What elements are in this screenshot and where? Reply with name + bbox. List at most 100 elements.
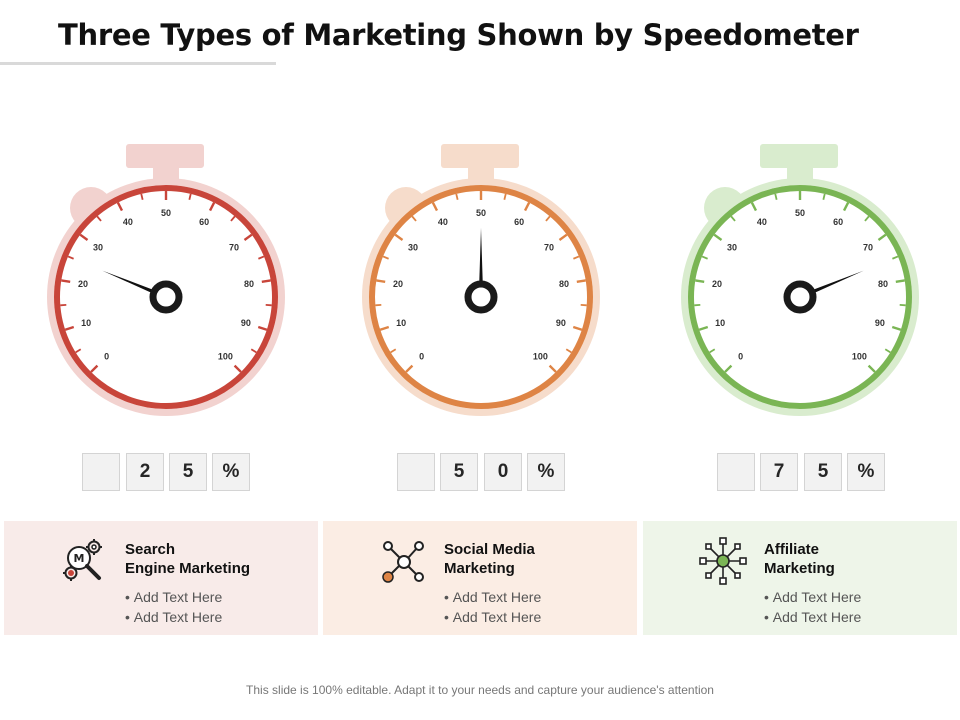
dial-tick — [243, 233, 253, 241]
dial-tick — [233, 364, 242, 373]
speedometer-social-media: 0 10 20 30 40 50 60 70 80 90 100 — [351, 140, 611, 430]
dial-tick-label: 0 — [104, 351, 109, 361]
dial-tick-label: 30 — [727, 243, 737, 253]
dial-tick — [558, 233, 568, 241]
dial-tick — [576, 279, 586, 284]
dial-tick — [867, 364, 876, 373]
bullet-item: Add Text Here — [125, 607, 222, 627]
dial-tick-label: 40 — [123, 217, 133, 227]
dial-tick — [701, 255, 708, 260]
dial-tick — [90, 364, 99, 373]
dial-tick — [709, 348, 716, 354]
dial-tick-label: 20 — [712, 279, 722, 289]
stopwatch-top-button — [126, 144, 204, 168]
dial-tick — [116, 202, 124, 212]
dial-tick — [188, 193, 192, 200]
dial-tick — [774, 193, 778, 200]
dial-tick — [258, 255, 265, 260]
bullet-list: Add Text Here Add Text Here — [125, 587, 222, 627]
dial-tick — [257, 325, 268, 331]
dial-tick — [884, 348, 891, 354]
dial-tick — [864, 215, 870, 222]
dial-tick — [379, 325, 390, 331]
digit-box: 0 — [484, 453, 522, 491]
dial-tick-label: 90 — [875, 318, 885, 328]
dial-tick — [455, 193, 459, 200]
card-search-engine-marketing: M Search Engine Marketing Add Text Here … — [4, 521, 318, 635]
bullet-item: Add Text Here — [444, 607, 541, 627]
dial-hub — [149, 280, 183, 314]
dial-tick-label: 40 — [757, 217, 767, 227]
dial-tick — [895, 279, 905, 284]
dial-tick-label: 80 — [878, 279, 888, 289]
dial-tick-label: 50 — [476, 208, 486, 218]
card-social-media-marketing: Social Media Marketing Add Text Here Add… — [323, 521, 637, 635]
dial-tick-label: 80 — [244, 279, 254, 289]
seo-magnifier-gears-icon: M — [58, 535, 110, 587]
speedometer-affiliate: 0 10 20 30 40 50 60 70 80 90 100 — [670, 140, 930, 430]
dial-tick — [75, 348, 82, 354]
dial-hub — [464, 280, 498, 314]
stopwatch-top-button — [760, 144, 838, 168]
digit-box: 5 — [804, 453, 842, 491]
dial-tick-label: 100 — [218, 351, 233, 361]
digit-box: 5 — [440, 453, 478, 491]
dial-rim — [54, 185, 278, 409]
dial-tick-label: 30 — [408, 243, 418, 253]
dial-tick — [411, 215, 417, 222]
dial-tick — [545, 215, 551, 222]
stopwatch-stem — [468, 166, 494, 180]
dial-needle — [478, 228, 484, 297]
dial-tick — [523, 202, 531, 212]
percent-sign-box: % — [212, 453, 250, 491]
dial-tick-label: 20 — [393, 279, 403, 289]
digit-box — [397, 453, 435, 491]
dial-rim — [688, 185, 912, 409]
card-affiliate-marketing: Affiliate Marketing Add Text Here Add Te… — [643, 521, 957, 635]
dial-tick — [64, 325, 75, 331]
dial-tick-label: 50 — [161, 208, 171, 218]
dial-tick-label: 90 — [556, 318, 566, 328]
bullet-item: Add Text Here — [764, 587, 861, 607]
dial-tick-label: 50 — [795, 208, 805, 218]
dial-tick — [67, 255, 74, 260]
dial-tick — [230, 215, 236, 222]
bullet-item: Add Text Here — [444, 587, 541, 607]
dial-tick — [842, 202, 850, 212]
affiliate-hub-icon — [697, 535, 749, 587]
card-heading: Search Engine Marketing — [125, 541, 251, 577]
title-underline — [0, 62, 276, 65]
speedometer-dial: 0 10 20 30 40 50 60 70 80 90 100 — [681, 144, 919, 416]
dial-tick-label: 0 — [419, 351, 424, 361]
digit-box: 2 — [126, 453, 164, 491]
dial-tick — [698, 325, 709, 331]
dial-tick — [390, 348, 397, 354]
dial-tick — [376, 279, 386, 284]
stopwatch-top-button — [441, 144, 519, 168]
slide-title: Three Types of Marketing Shown by Speedo… — [58, 18, 859, 52]
dial-tick — [573, 255, 580, 260]
percent-sign-box: % — [527, 453, 565, 491]
dial-tick-label: 100 — [533, 351, 548, 361]
stopwatch-stem — [787, 166, 813, 180]
dial-tick — [724, 364, 733, 373]
dial-tick — [503, 193, 507, 200]
dial-tick-label: 0 — [738, 351, 743, 361]
dial-tick — [405, 364, 414, 373]
digit-box — [717, 453, 755, 491]
dial-tick-label: 30 — [93, 243, 103, 253]
speedometer-dial: 0 10 20 30 40 50 60 70 80 90 100 — [362, 144, 600, 416]
dial-tick-label: 70 — [863, 243, 873, 253]
dial-tick-label: 70 — [229, 243, 239, 253]
dial-tick — [713, 233, 723, 241]
digit-box — [82, 453, 120, 491]
dial-tick — [565, 348, 572, 354]
dial-tick — [382, 255, 389, 260]
dial-tick — [877, 233, 887, 241]
dial-tick — [891, 325, 902, 331]
svg-text:M: M — [74, 552, 85, 565]
footer-note: This slide is 100% editable. Adapt it to… — [246, 683, 714, 697]
dial-tick-label: 20 — [78, 279, 88, 289]
dial-tick — [548, 364, 557, 373]
dial-tick — [208, 202, 216, 212]
